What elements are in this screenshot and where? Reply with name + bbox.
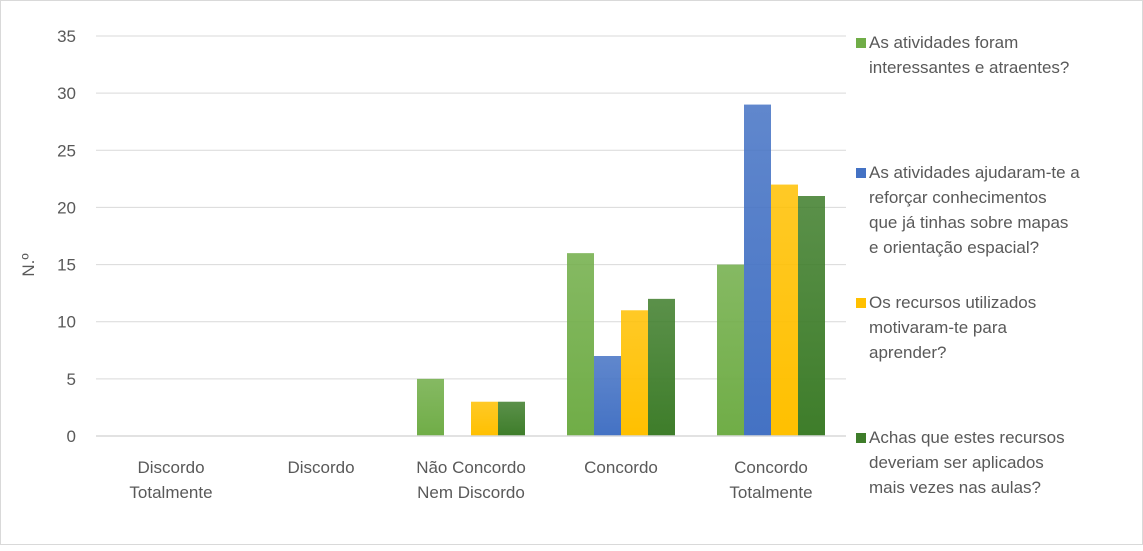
bar: [744, 104, 771, 437]
category-label: Nem Discordo: [417, 483, 525, 502]
y-tick-label: 30: [57, 84, 76, 103]
legend-label: interessantes e atraentes?: [869, 58, 1069, 77]
legend-swatch: [856, 298, 866, 308]
legend-label: reforçar conhecimentos: [869, 188, 1047, 207]
bar: [648, 298, 675, 436]
category-labels: Discordo Totalmente Discordo Não Concordo Ne…: [129, 458, 812, 502]
legend-label: Achas que estes recursos: [869, 428, 1065, 447]
category-label: Concordo: [734, 458, 808, 477]
y-tick-labels: 0 5 10 15 20 25 30 35: [57, 27, 76, 446]
category-label: Totalmente: [129, 483, 212, 502]
y-axis-label: N.º: [19, 253, 38, 276]
y-tick-label: 10: [57, 313, 76, 332]
legend-label: motivaram-te para: [869, 318, 1007, 337]
bar: [771, 184, 798, 436]
bar: [594, 356, 621, 436]
category-label: Totalmente: [729, 483, 812, 502]
legend-label: que já tinhas sobre mapas: [869, 213, 1068, 232]
legend-swatch: [856, 433, 866, 443]
bar: [621, 310, 648, 436]
legend-swatch: [856, 168, 866, 178]
legend-label: e orientação espacial?: [869, 238, 1039, 257]
legend-swatch: [856, 38, 866, 48]
bar: [417, 378, 444, 436]
y-tick-label: 20: [57, 198, 76, 217]
legend-label: As atividades foram: [869, 33, 1018, 52]
bar: [717, 264, 744, 436]
y-tick-label: 0: [67, 427, 76, 446]
y-tick-label: 15: [57, 256, 76, 275]
bar: [798, 196, 825, 436]
legend-label: aprender?: [869, 343, 947, 362]
legend-label: deveriam ser aplicados: [869, 453, 1044, 472]
category-label: Não Concordo: [416, 458, 526, 477]
category-label: Discordo: [287, 458, 354, 477]
legend: As atividades foram interessantes e atrae…: [856, 33, 1080, 497]
bar: [498, 401, 525, 436]
legend-label: mais vezes nas aulas?: [869, 478, 1041, 497]
bars: [417, 104, 825, 437]
y-tick-label: 25: [57, 141, 76, 160]
legend-label: As atividades ajudaram-te a: [869, 163, 1080, 182]
legend-label: Os recursos utilizados: [869, 293, 1036, 312]
category-label: Concordo: [584, 458, 658, 477]
category-label: Discordo: [137, 458, 204, 477]
y-tick-label: 5: [67, 370, 76, 389]
y-tick-label: 35: [57, 27, 76, 46]
bar: [471, 401, 498, 436]
bar: [567, 253, 594, 436]
gridlines: [96, 35, 846, 380]
